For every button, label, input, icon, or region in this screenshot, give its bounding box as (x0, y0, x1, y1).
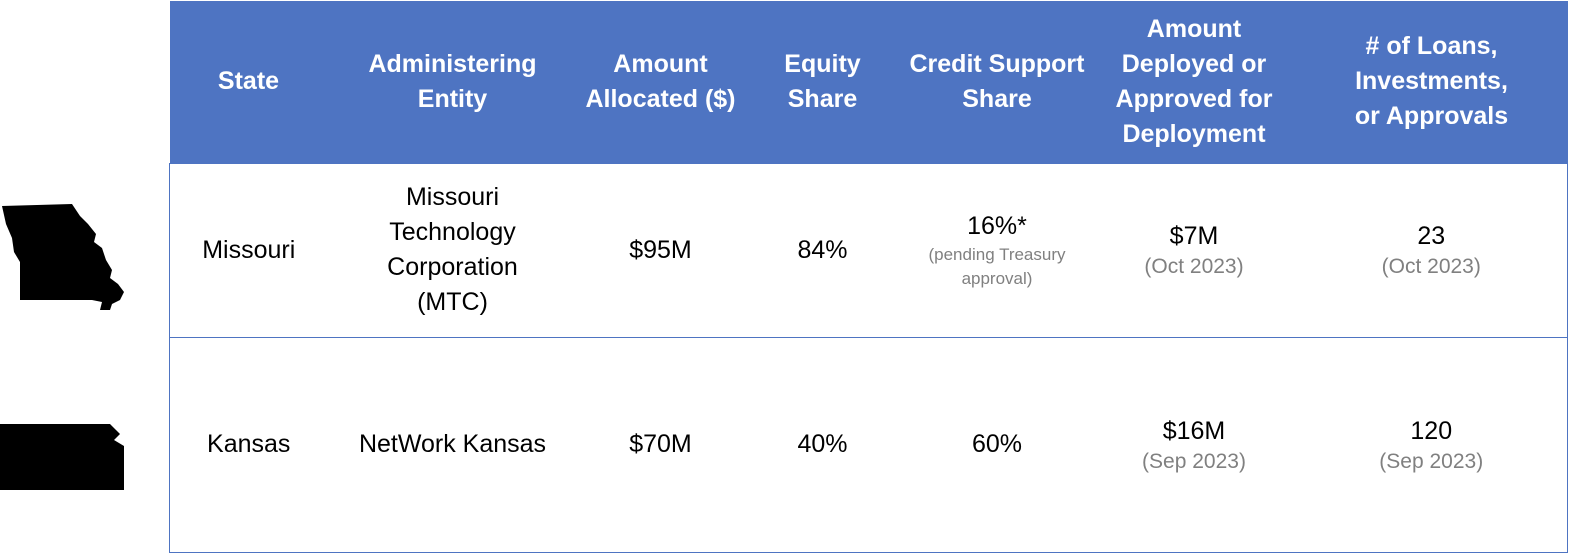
loans-date: (Sep 2023) (1379, 449, 1484, 473)
cell-state: Kansas (169, 336, 328, 553)
header-equity-share: Equity Share (743, 1, 902, 163)
table-header: State Administering Entity Amount Alloca… (169, 1, 1568, 163)
header-number-of-loans: # of Loans, Investments, or Approvals (1295, 1, 1568, 163)
cell-equity-share: 84% (743, 162, 902, 337)
credit-note: approval) (961, 268, 1033, 288)
cell-state: Missouri (169, 162, 328, 337)
missouri-state-silhouette-icon (2, 204, 124, 310)
header-amount-deployed: Amount Deployed or Approved for Deployme… (1092, 1, 1296, 163)
header-credit-support-share: Credit Support Share (901, 1, 1093, 163)
cell-credit-support-share: 16%* (pending Treasury approval) (901, 162, 1093, 337)
loans-date: (Oct 2023) (1381, 255, 1481, 278)
deployed-date: (Oct 2023) (1144, 255, 1244, 278)
table-row-kansas: Kansas NetWork Kansas $70M 40% 60% $16M … (169, 336, 1568, 553)
cell-equity-share: 40% (743, 336, 902, 553)
header-amount-allocated: Amount Allocated ($) (577, 1, 744, 163)
cell-amount-deployed: $7M (Oct 2023) (1092, 162, 1296, 337)
table-row-missouri: Missouri Missouri Technology Corporation… (169, 162, 1568, 337)
cell-administering-entity: Missouri Technology Corporation (MTC) (327, 162, 578, 337)
header-state: State (169, 1, 328, 163)
state-funding-table: State Administering Entity Amount Alloca… (169, 1, 1568, 553)
cell-amount-deployed: $16M (Sep 2023) (1092, 336, 1296, 553)
kansas-state-silhouette-icon (0, 424, 124, 490)
cell-amount-allocated: $70M (577, 336, 744, 553)
credit-note: (pending Treasury (928, 244, 1066, 264)
cell-administering-entity: NetWork Kansas (327, 336, 578, 553)
header-administering-entity: Administering Entity (327, 1, 578, 163)
cell-credit-support-share: 60% (901, 336, 1093, 553)
cell-amount-allocated: $95M (577, 162, 744, 337)
deployed-date: (Sep 2023) (1142, 449, 1246, 473)
cell-number-of-loans: 23 (Oct 2023) (1295, 162, 1568, 337)
cell-number-of-loans: 120 (Sep 2023) (1295, 336, 1568, 553)
header-row: State Administering Entity Amount Alloca… (169, 1, 1568, 163)
